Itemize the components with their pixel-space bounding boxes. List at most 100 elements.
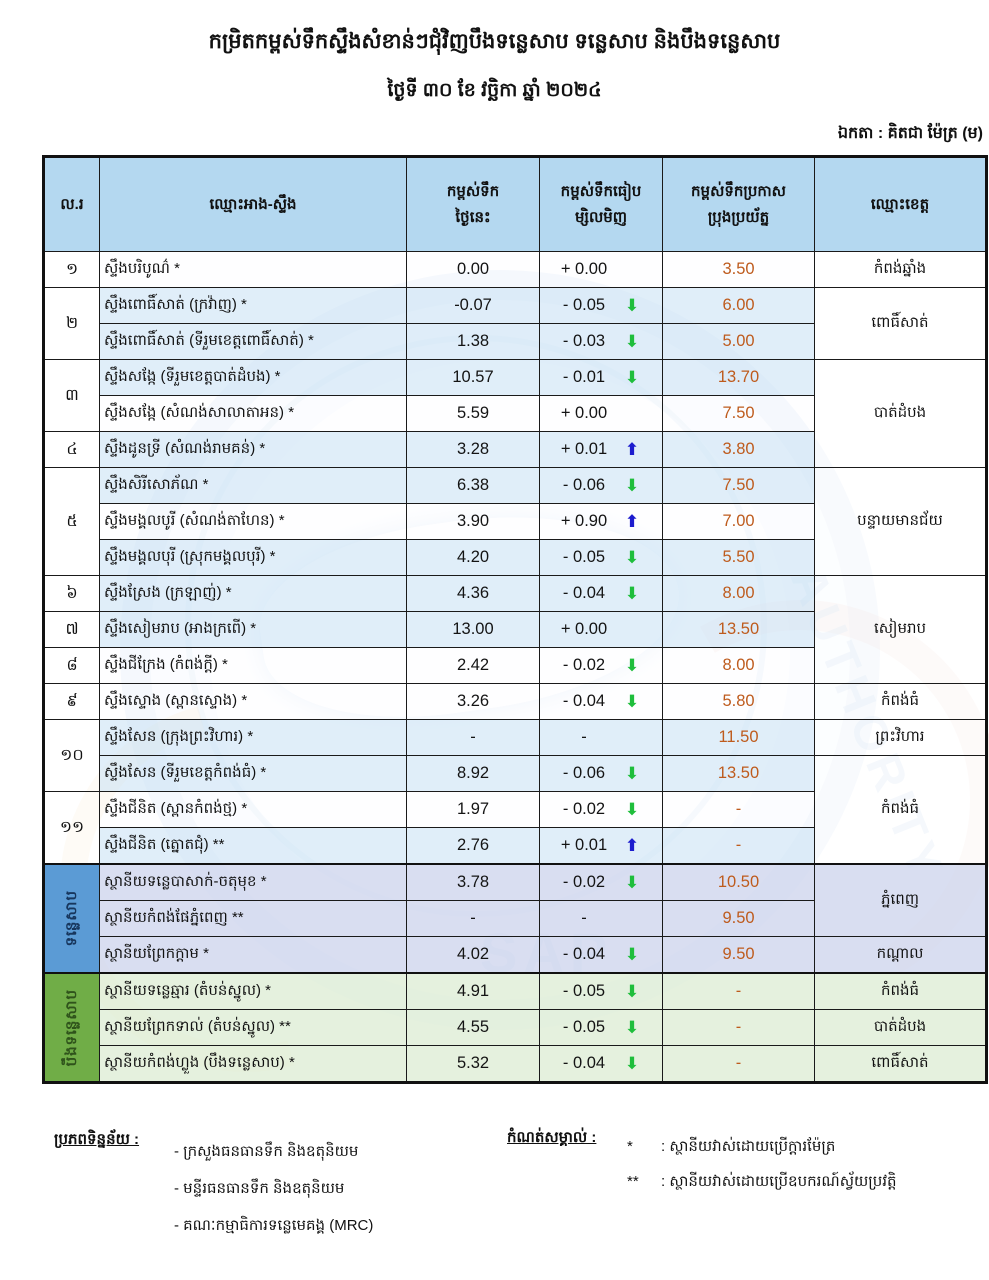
level-change-cell: - 0.04 ⬇ — [539, 575, 663, 612]
col-header-name: ឈ្មោះអាង-ស្ទឹង — [99, 156, 407, 252]
trend-up-icon: ⬆ — [624, 511, 640, 531]
no-cell: ១១ — [43, 791, 100, 865]
remark-item: **: ស្ថានីយវាស់ដោយប្រើឧបករណ៍ស្វ័យប្រវត្ត… — [627, 1165, 897, 1200]
trend-down-icon: ⬇ — [624, 295, 640, 315]
level-today-cell: -0.07 — [406, 287, 540, 324]
table-row: ស្ទឹងពោធិ៍សាត់ (ទីរួមខេត្តពោធិ៍សាត់) * 1… — [44, 323, 987, 360]
table-row: ស្ទឹងសែន (ទីរួមខេត្តកំពង់ធំ) * 8.92 - 0.… — [44, 755, 987, 865]
table-row: ៣ ស្ទឹងសង្កែ (ទីរួមខេត្តបាត់ដំបង) * 10.5… — [43, 359, 987, 468]
province-cell: ពោធិ៍សាត់ — [814, 1045, 987, 1083]
warning-level-cell: 3.80 — [662, 431, 815, 468]
table-row: ស្ទឹងសង្កែ (សំណង់សាលាតាអន) * 5.59 + 0.00… — [44, 395, 987, 432]
level-change-cell: + 0.00 — [539, 251, 663, 288]
level-change-cell: - 0.02 ⬇ — [539, 863, 663, 901]
table-header-row: ល.រ ឈ្មោះអាង-ស្ទឹង កម្ពស់ទឹក ថ្ងៃនេះ កម្… — [43, 156, 987, 252]
station-name-cell: ស្ទឹងមង្គលបូរី (សំណង់តាហែន) * — [99, 503, 407, 540]
province-cell: ភ្នំពេញ — [814, 863, 987, 937]
table-row: បឹងទន្លេសាប ស្ថានីយទន្លេឆ្មារ (តំបន់ស្នូ… — [43, 972, 987, 1083]
station-name-cell: ស្ទឹងជីក្រែង (កំពង់ក្តី) * — [99, 647, 407, 684]
station-name-cell: ស្ទឹងជីនិត (ត្នោតជុំ) ** — [99, 827, 407, 865]
station-name-cell: ស្ថានីយព្រែកក្តាម * — [99, 936, 407, 974]
warning-level-cell: 8.00 — [662, 575, 815, 612]
level-change-cell: - 0.05 ⬇ — [539, 287, 663, 324]
trend-down-icon: ⬇ — [624, 981, 640, 1001]
no-cell: ៦ — [43, 575, 100, 612]
station-name-cell: ស្ថានីយកំពង់ហ្លួង (បឹងទន្លេសាប) * — [99, 1045, 407, 1083]
province-cell: កំពង់ធំ — [814, 683, 987, 720]
province-cell: កំពង់ធំ — [814, 972, 987, 1010]
table-row: ស្ថានីយកំពង់ហ្លួង (បឹងទន្លេសាប) * 5.32 -… — [44, 1045, 987, 1083]
warning-level-cell: 3.50 — [662, 251, 815, 288]
warning-level-cell: 11.50 — [662, 719, 815, 756]
warning-level-cell: - — [662, 1009, 815, 1046]
station-name-cell: ស្ទឹងសែន (ក្រុងព្រះវិហារ) * — [99, 719, 407, 756]
table-row: ស្ទឹងជីនិត (ត្នោតជុំ) ** 2.76 + 0.01 ⬆ - — [44, 827, 987, 865]
trend-down-icon: ⬇ — [624, 944, 640, 964]
level-change-cell: + 0.90 ⬆ — [539, 503, 663, 540]
trend-down-icon: ⬇ — [624, 367, 640, 387]
level-today-cell: 1.38 — [406, 323, 540, 360]
page-title: កម្រិតកម្ពស់ទឹកស្ទឹងសំខាន់ៗជុំវិញបឹងទន្ល… — [208, 30, 781, 53]
data-source-item: - មន្ទីរធនធានទឹក និងឧតុនិយម — [174, 1179, 345, 1197]
section-label-boeng-tonle-sap: បឹងទន្លេសាប — [43, 972, 100, 1083]
level-today-cell: 3.90 — [406, 503, 540, 540]
warning-level-cell: 13.50 — [662, 611, 815, 648]
level-change-cell: - 0.02 ⬇ — [539, 791, 663, 828]
trend-down-icon: ⬇ — [624, 763, 640, 783]
level-change-cell: - — [539, 900, 663, 937]
province-cell: សៀមរាប — [814, 575, 987, 684]
province-cell: ព្រះវិហារ — [814, 719, 987, 756]
level-today-cell: 3.78 — [406, 863, 540, 901]
station-name-cell: ស្ទឹងបរិបូណ៌ * — [99, 251, 407, 288]
warning-level-cell: - — [662, 791, 815, 828]
trend-down-icon: ⬇ — [624, 331, 640, 351]
no-cell: ៣ — [43, 359, 100, 432]
level-change-cell: - — [539, 719, 663, 756]
report-date: ថ្ងៃទី ៣០ ខែ វច្ឆិកា ឆ្នាំ ២០២៤ — [387, 80, 602, 101]
level-today-cell: 4.36 — [406, 575, 540, 612]
remarks-title: កំណត់សម្គាល់ : — [507, 1129, 597, 1146]
no-cell: ១០ — [43, 719, 100, 792]
no-cell: ៧ — [43, 611, 100, 648]
table-row: ទន្លេសាប ស្ថានីយទន្លេបាសាក់-ចតុមុខ * 3.7… — [43, 863, 987, 974]
station-name-cell: ស្ថានីយទន្លេឆ្មារ (តំបន់ស្នូល) * — [99, 972, 407, 1010]
station-name-cell: ស្ទឹងស្រែង (ក្រឡាញ់) * — [99, 575, 407, 612]
warning-level-cell: 5.00 — [662, 323, 815, 360]
station-name-cell: ស្ទឹងដូនទ្រី (សំណង់រាមគន់) * — [99, 431, 407, 468]
level-change-cell: + 0.00 — [539, 611, 663, 648]
warning-level-cell: 9.50 — [662, 900, 815, 937]
trend-down-icon: ⬇ — [624, 1053, 640, 1073]
station-name-cell: ស្ទឹងសែន (ទីរួមខេត្តកំពង់ធំ) * — [99, 755, 407, 792]
province-cell: កណ្តាល — [814, 936, 987, 974]
warning-level-cell: - — [662, 827, 815, 865]
level-today-cell: 3.28 — [406, 431, 540, 468]
warning-level-cell: - — [662, 1045, 815, 1083]
trend-down-icon: ⬇ — [624, 1017, 640, 1037]
level-today-cell: 10.57 — [406, 359, 540, 396]
double-asterisk: ** — [627, 1172, 639, 1190]
warning-level-cell: 6.00 — [662, 287, 815, 324]
level-change-cell: - 0.04 ⬇ — [539, 936, 663, 974]
level-today-cell: 0.00 — [406, 251, 540, 288]
table-row: ស្ថានីយកំពង់ផែភ្នំពេញ ** - - 9.50 — [44, 900, 987, 937]
level-today-cell: 6.38 — [406, 467, 540, 504]
trend-up-icon: ⬆ — [624, 835, 640, 855]
trend-down-icon: ⬇ — [624, 583, 640, 603]
province-cell: កំពង់ធំ — [814, 755, 987, 865]
station-name-cell: ស្ថានីយកំពង់ផែភ្នំពេញ ** — [99, 900, 407, 937]
table-row: ៥ ស្ទឹងសិរីសោភ័ណ * 6.38 - 0.06 ⬇ 7.50 បន្… — [43, 467, 987, 576]
data-source-title: ប្រភពទិន្នន័យ : — [54, 1131, 140, 1148]
single-asterisk: * — [627, 1138, 633, 1155]
level-change-cell: - 0.05 ⬇ — [539, 972, 663, 1010]
col-header-today: កម្ពស់ទឹក ថ្ងៃនេះ — [406, 156, 540, 252]
warning-level-cell: - — [662, 972, 815, 1010]
level-change-cell: - 0.05 ⬇ — [539, 1009, 663, 1046]
station-name-cell: ស្ទឹងពោធិ៍សាត់ (ទីរួមខេត្តពោធិ៍សាត់) * — [99, 323, 407, 360]
warning-level-cell: 5.80 — [662, 683, 815, 720]
level-today-cell: 13.00 — [406, 611, 540, 648]
no-cell: ៨ — [43, 647, 100, 684]
data-source-item: - គណៈកម្មាធិការទន្លេមេគង្គ (MRC) — [174, 1216, 374, 1234]
level-change-cell: - 0.03 ⬇ — [539, 323, 663, 360]
station-name-cell: ស្ទឹងសិរីសោភ័ណ * — [99, 467, 407, 504]
province-cell: ពោធិ៍សាត់ — [814, 287, 987, 360]
